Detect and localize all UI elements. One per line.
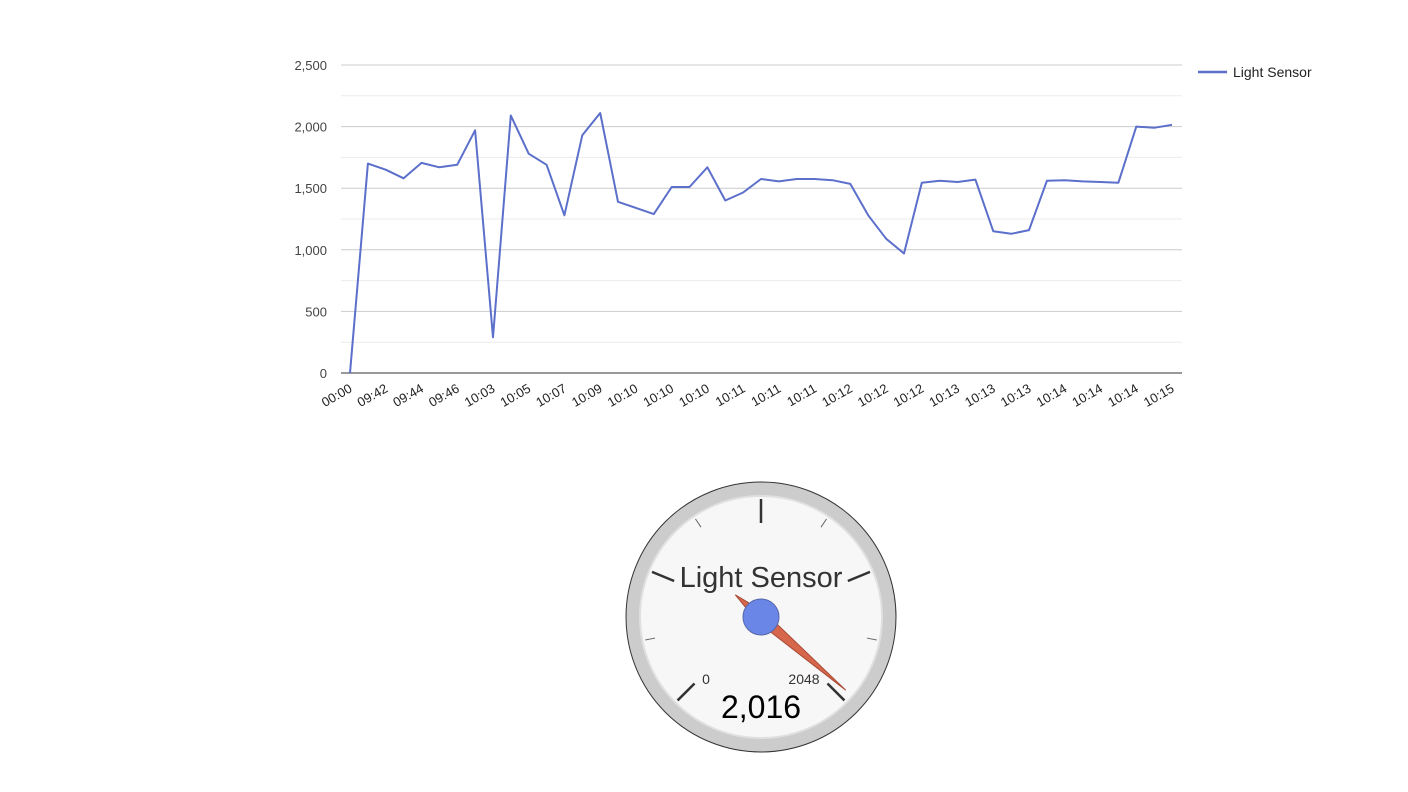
x-tick-label: 10:11 [713,381,748,410]
gauge-tick [695,518,702,528]
gauge-tick [847,570,871,583]
gauge-tick [866,637,877,641]
y-tick-label: 2,000 [294,120,327,135]
light-sensor-line-chart: 0 500 1,000 1,500 2,000 2,500 00:00 09:42 09:44… [294,58,1312,410]
x-tick-label: 10:03 [462,381,498,410]
x-tick-label: 10:13 [926,381,962,410]
y-axis-ticks: 0 500 1,000 1,500 2,000 2,500 [294,58,327,381]
series-line-light-sensor [349,112,1173,374]
x-tick-label: 00:00 [319,381,355,410]
x-tick-label: 09:42 [355,381,391,410]
chart-series [349,112,1173,374]
chart-gridlines [341,64,1182,374]
gauge-tick [645,637,656,641]
light-sensor-gauge: Light Sensor 0 2048 2,016 [625,481,897,753]
x-tick-label: 09:44 [390,381,426,410]
x-tick-label: 10:10 [605,381,641,410]
x-tick-label: 10:10 [640,381,676,410]
x-tick-label: 10:13 [998,381,1034,410]
gauge-min-label: 0 [702,671,710,687]
y-tick-label: 500 [305,304,327,319]
x-tick-label: 10:13 [962,381,998,410]
gauge-hub [742,598,780,636]
gauge-tick [676,682,696,702]
x-tick-label: 10:11 [749,381,784,410]
x-tick-label: 10:11 [784,381,819,410]
y-tick-label: 0 [320,366,327,381]
x-tick-label: 10:12 [891,381,927,410]
x-tick-label: 10:12 [855,381,891,410]
chart-legend: Light Sensor [1198,64,1312,80]
x-tick-label: 10:14 [1069,381,1105,410]
gauge-title: Light Sensor [680,562,843,594]
gauge-value: 2,016 [721,689,801,725]
x-tick-label: 10:12 [819,381,855,410]
x-axis-ticks: 00:00 09:42 09:44 09:46 10:03 10:05 10:07 10:09… [319,381,1177,410]
x-tick-label: 10:07 [533,381,569,410]
y-tick-label: 1,500 [294,181,327,196]
x-tick-label: 10:14 [1105,381,1141,410]
x-tick-label: 09:46 [426,381,462,410]
x-tick-label: 10:10 [676,381,712,410]
gauge-ticks [645,499,877,702]
gauge-max-label: 2048 [788,671,819,687]
x-tick-label: 10:05 [498,381,534,410]
x-tick-label: 10:15 [1141,381,1177,410]
y-tick-label: 2,500 [294,58,327,73]
legend-label: Light Sensor [1233,64,1312,80]
x-tick-label: 10:09 [569,381,605,410]
x-tick-label: 10:14 [1034,381,1070,410]
y-tick-label: 1,000 [294,243,327,258]
gauge-tick [651,570,675,583]
gauge-tick [826,682,846,702]
gauge-tick [820,518,827,528]
